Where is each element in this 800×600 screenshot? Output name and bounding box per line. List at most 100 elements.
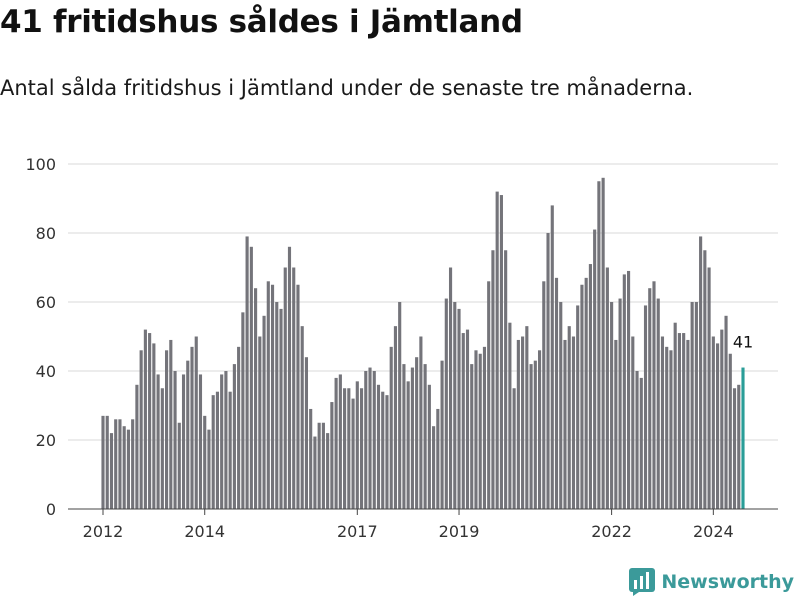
bar: [364, 371, 368, 509]
y-tick-label: 100: [25, 155, 56, 174]
y-tick-label: 60: [36, 293, 56, 312]
y-tick-label: 20: [36, 431, 56, 450]
bar: [491, 250, 495, 509]
page-subtitle: Antal sålda fritidshus i Jämtland under …: [0, 76, 694, 100]
bar: [707, 267, 711, 509]
bar: [232, 364, 236, 509]
newsworthy-logo-icon: [629, 568, 656, 596]
bar: [457, 308, 461, 509]
brand-name: Newsworthy: [661, 571, 794, 593]
bar: [453, 302, 457, 509]
bar: [389, 346, 393, 509]
bar: [508, 322, 512, 509]
bar: [169, 339, 173, 509]
bar: [186, 360, 190, 509]
bar: [300, 326, 304, 509]
bar: [126, 429, 130, 509]
brand-logo: Newsworthy: [629, 568, 794, 596]
bar: [690, 302, 694, 509]
bar: [317, 422, 321, 509]
bar: [398, 302, 402, 509]
bars: [101, 177, 745, 510]
bar: [499, 195, 503, 510]
bar: [677, 333, 681, 509]
bar: [720, 329, 724, 509]
bar: [296, 284, 300, 509]
bar: [618, 298, 622, 509]
bar: [660, 336, 665, 509]
bar: [487, 281, 491, 509]
bar: [241, 312, 245, 509]
bar: [173, 371, 177, 509]
bar: [554, 277, 559, 509]
bar: [699, 236, 703, 509]
bar: [631, 336, 635, 509]
page-title: 41 fritidshus såldes i Jämtland: [0, 4, 523, 40]
bar: [601, 177, 605, 510]
bar: [724, 315, 728, 509]
bar: [237, 346, 241, 509]
bar: [109, 433, 114, 509]
bar: [287, 246, 292, 510]
bar: [448, 267, 453, 509]
bar: [576, 305, 580, 509]
bar: [190, 346, 194, 509]
bar: [525, 326, 529, 509]
bar: [440, 360, 444, 509]
bar: [673, 322, 677, 509]
bar: [537, 350, 542, 509]
bar: [694, 302, 698, 509]
bar: [626, 270, 631, 509]
bar: [381, 391, 385, 509]
bar: [686, 339, 690, 509]
bar: [359, 388, 364, 509]
bar: [309, 408, 313, 509]
bar: [194, 336, 198, 509]
bar: [385, 395, 389, 509]
bar: [461, 333, 465, 509]
bar: [228, 391, 232, 509]
bar: [665, 346, 669, 509]
bar: [495, 191, 499, 509]
bar: [313, 436, 317, 509]
bar: [368, 367, 372, 509]
x-tick-label: 2017: [337, 522, 378, 541]
bar: [165, 350, 169, 509]
bar: [347, 388, 351, 509]
bar: [135, 384, 139, 509]
bar: [648, 288, 652, 509]
bar: [656, 298, 660, 509]
bar: [410, 367, 414, 509]
y-tick-label: 80: [36, 224, 56, 243]
bar: [143, 329, 147, 509]
x-tick-label: 2024: [693, 522, 734, 541]
x-tick-label: 2019: [439, 522, 480, 541]
bar: [279, 308, 283, 509]
bar: [131, 419, 135, 509]
bar: [292, 267, 296, 509]
bar: [470, 364, 474, 509]
bar: [482, 346, 487, 509]
bar: [652, 281, 656, 509]
x-tick-label: 2014: [184, 522, 225, 541]
bar: [266, 281, 270, 509]
bar: [516, 339, 520, 509]
bar: [584, 277, 588, 509]
bar: [283, 267, 287, 509]
bar: [330, 402, 334, 509]
x-tick-label: 2022: [591, 522, 632, 541]
bar: [156, 374, 160, 509]
bar: [622, 274, 626, 509]
bar: [571, 336, 576, 509]
bar: [139, 350, 143, 509]
bar: [254, 288, 258, 509]
bar: [122, 426, 126, 509]
bar: [521, 336, 525, 509]
bar: [597, 181, 601, 509]
y-tick-label: 0: [46, 500, 56, 519]
bar: [101, 415, 105, 509]
bar: [533, 360, 537, 509]
bar: [207, 429, 211, 509]
bar: [478, 353, 482, 509]
